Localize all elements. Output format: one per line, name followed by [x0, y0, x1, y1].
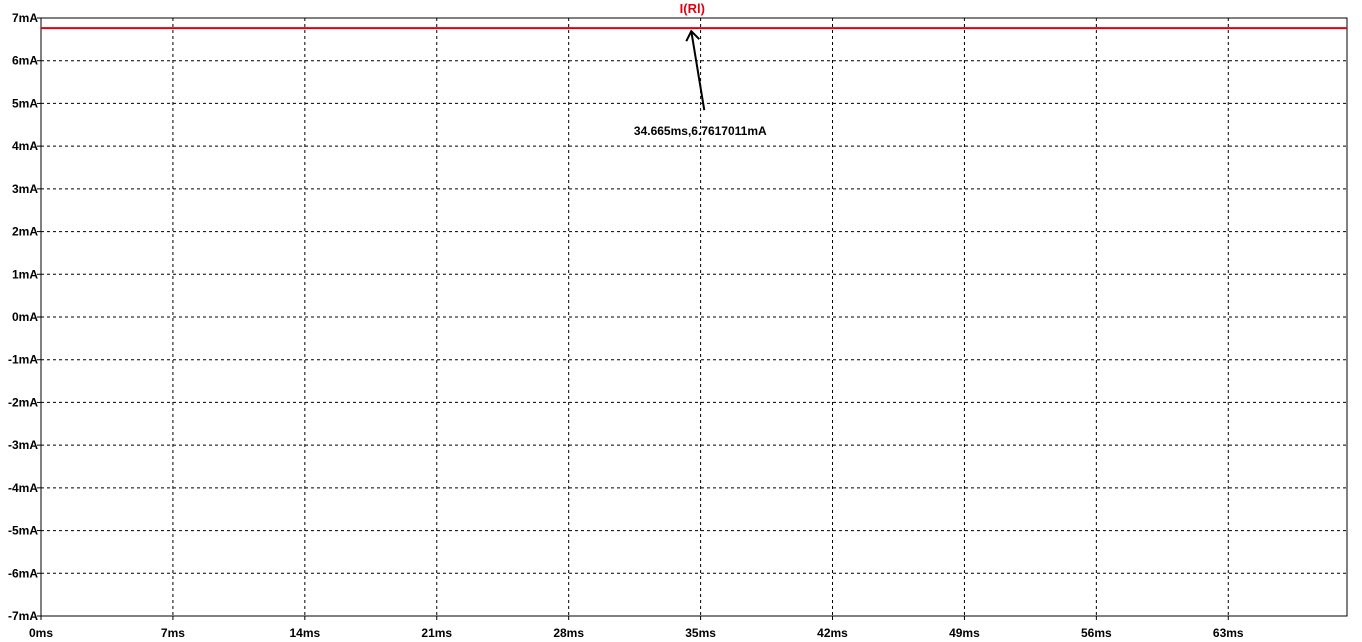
y-tick-label: -6mA: [8, 566, 38, 580]
y-tick-label: -4mA: [8, 481, 38, 495]
y-tick-label: 0mA: [12, 310, 38, 324]
grid: [41, 18, 1347, 616]
y-tick-label: -2mA: [8, 395, 38, 409]
y-tick-label: -5mA: [8, 524, 38, 538]
annotation-label: 34.665ms,6.7617011mA: [634, 124, 767, 138]
y-tick-label: -7mA: [8, 609, 38, 623]
cursor-annotation: 34.665ms,6.7617011mA: [634, 29, 767, 138]
x-tick-label: 56ms: [1081, 626, 1112, 640]
y-tick-label: 6mA: [12, 54, 38, 68]
x-tick-label: 28ms: [553, 626, 584, 640]
annotation-arrow: [690, 31, 706, 111]
x-axis-ticks: 0ms 7ms 14ms 21ms 28ms 35ms 42ms 49ms 56ms 63ms: [29, 616, 1244, 640]
x-tick-label: 0ms: [29, 626, 53, 640]
y-tick-label: -3mA: [8, 438, 38, 452]
y-axis-ticks: 7mA 6mA 5mA 4mA 3mA 2mA 1mA 0mA -1mA -2mA -3mA -4mA…: [8, 11, 41, 623]
x-tick-label: 42ms: [817, 626, 848, 640]
y-tick-label: -1mA: [8, 353, 38, 367]
x-tick-label: 49ms: [949, 626, 980, 640]
x-tick-label: 14ms: [289, 626, 320, 640]
y-tick-label: 7mA: [12, 11, 38, 25]
x-tick-label: 35ms: [685, 626, 716, 640]
x-tick-label: 21ms: [421, 626, 452, 640]
annotation-arrow-head: [685, 29, 700, 42]
y-tick-label: 4mA: [12, 139, 38, 153]
x-tick-label: 63ms: [1213, 626, 1244, 640]
x-tick-label: 7ms: [161, 626, 185, 640]
legend-series-label[interactable]: I(Rl): [680, 1, 705, 16]
y-tick-label: 3mA: [12, 182, 38, 196]
y-tick-label: 1mA: [12, 267, 38, 281]
y-tick-label: 2mA: [12, 225, 38, 239]
y-tick-label: 5mA: [12, 96, 38, 110]
